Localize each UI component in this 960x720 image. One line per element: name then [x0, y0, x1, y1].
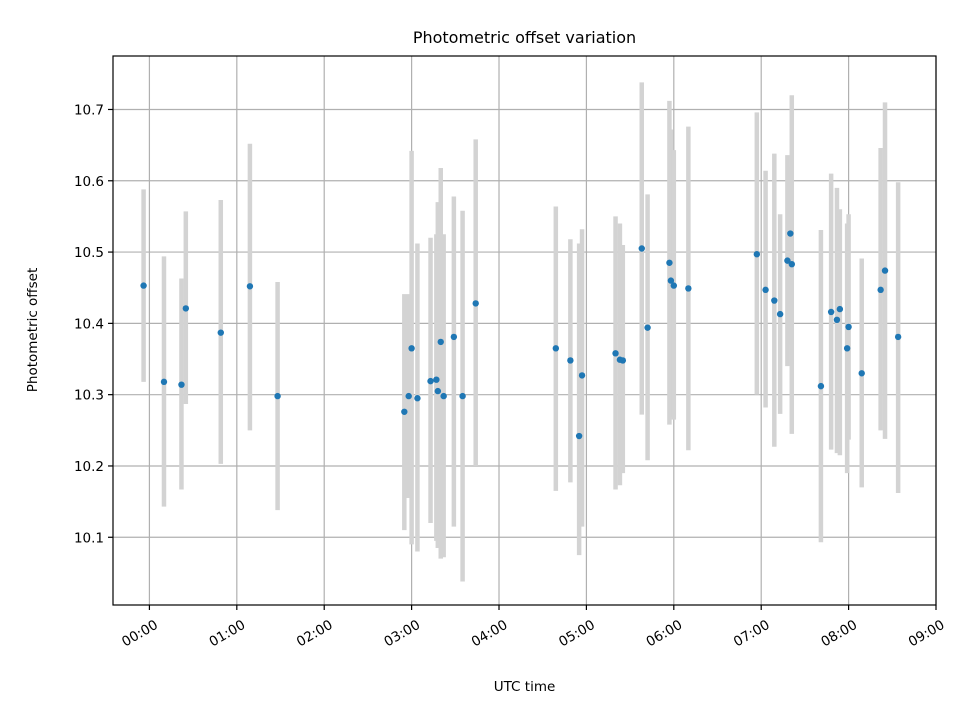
- data-point: [827, 308, 835, 316]
- x-tick-label: 06:00: [644, 617, 686, 650]
- x-axis-ticks: 00:00 01:00 02:00 03:00 04:00 05:00 06:00 07:00…: [119, 605, 947, 650]
- y-tick-label: 10.1: [74, 530, 104, 546]
- x-tick-label: 08:00: [818, 617, 860, 650]
- data-point: [433, 376, 440, 383]
- y-tick-label: 10.4: [74, 316, 104, 332]
- data-point: [858, 370, 865, 377]
- grid: [113, 56, 937, 605]
- data-point: [472, 300, 479, 307]
- data-point: [619, 357, 627, 364]
- data-point: [836, 305, 844, 313]
- data-point: [414, 395, 421, 402]
- data-point: [877, 286, 884, 294]
- data-point: [401, 408, 408, 415]
- data-point: [178, 381, 185, 388]
- data-point: [182, 305, 190, 312]
- x-tick-label: 04:00: [469, 617, 511, 650]
- data-point: [440, 392, 447, 400]
- data-point: [894, 333, 902, 341]
- data-point: [762, 286, 769, 294]
- data-point: [434, 387, 442, 395]
- plot-frame: [112, 55, 937, 606]
- data-point: [575, 432, 583, 440]
- data-point: [667, 277, 675, 284]
- y-tick-label: 10.6: [74, 174, 104, 190]
- y-tick-label: 10.5: [74, 245, 104, 261]
- x-tick-label: 03:00: [381, 617, 423, 650]
- data-point: [881, 267, 889, 274]
- data-point: [845, 323, 852, 331]
- data-point: [784, 257, 791, 264]
- data-point: [788, 260, 795, 268]
- data-point: [408, 345, 415, 352]
- data-point: [817, 382, 825, 390]
- data-point: [753, 251, 761, 258]
- data-point: [787, 230, 794, 237]
- data-point: [140, 282, 147, 289]
- y-tick-label: 10.7: [74, 102, 104, 118]
- x-tick-label: 09:00: [906, 617, 948, 650]
- y-tick-label: 10.3: [74, 388, 104, 404]
- x-axis-label: UTC time: [494, 679, 556, 695]
- data-point: [644, 324, 651, 331]
- data-point: [685, 285, 692, 292]
- data-point: [638, 245, 645, 252]
- data-point: [427, 377, 434, 385]
- chart-title: Photometric offset variation: [413, 28, 636, 47]
- data-point: [771, 297, 778, 304]
- data-point: [160, 378, 168, 386]
- x-tick-label: 05:00: [556, 617, 598, 650]
- x-tick-label: 07:00: [731, 617, 773, 650]
- data-point: [578, 372, 586, 379]
- data-point: [459, 392, 466, 400]
- y-axis-ticks: 10.1 10.2 10.3 10.4 10.5 10.6 10.7: [74, 102, 113, 546]
- x-tick-label: 01:00: [207, 617, 249, 650]
- x-tick-label: 02:00: [294, 617, 336, 650]
- data-point: [776, 310, 784, 318]
- data-point: [670, 282, 678, 289]
- y-axis-label: Photometric offset: [25, 268, 41, 392]
- data-point: [437, 338, 444, 346]
- data-point: [552, 345, 560, 352]
- data-point: [274, 392, 281, 400]
- error-bars: [141, 82, 901, 582]
- data-point: [246, 283, 254, 290]
- data-point: [833, 316, 841, 324]
- data-point: [666, 259, 673, 266]
- x-tick-label: 00:00: [119, 617, 161, 650]
- data-points: [140, 230, 902, 440]
- data-point: [612, 350, 619, 357]
- data-point: [450, 333, 458, 341]
- y-tick-label: 10.2: [74, 459, 104, 475]
- data-point: [217, 329, 224, 336]
- data-point: [405, 392, 412, 400]
- data-point: [567, 357, 574, 364]
- data-point: [843, 345, 851, 352]
